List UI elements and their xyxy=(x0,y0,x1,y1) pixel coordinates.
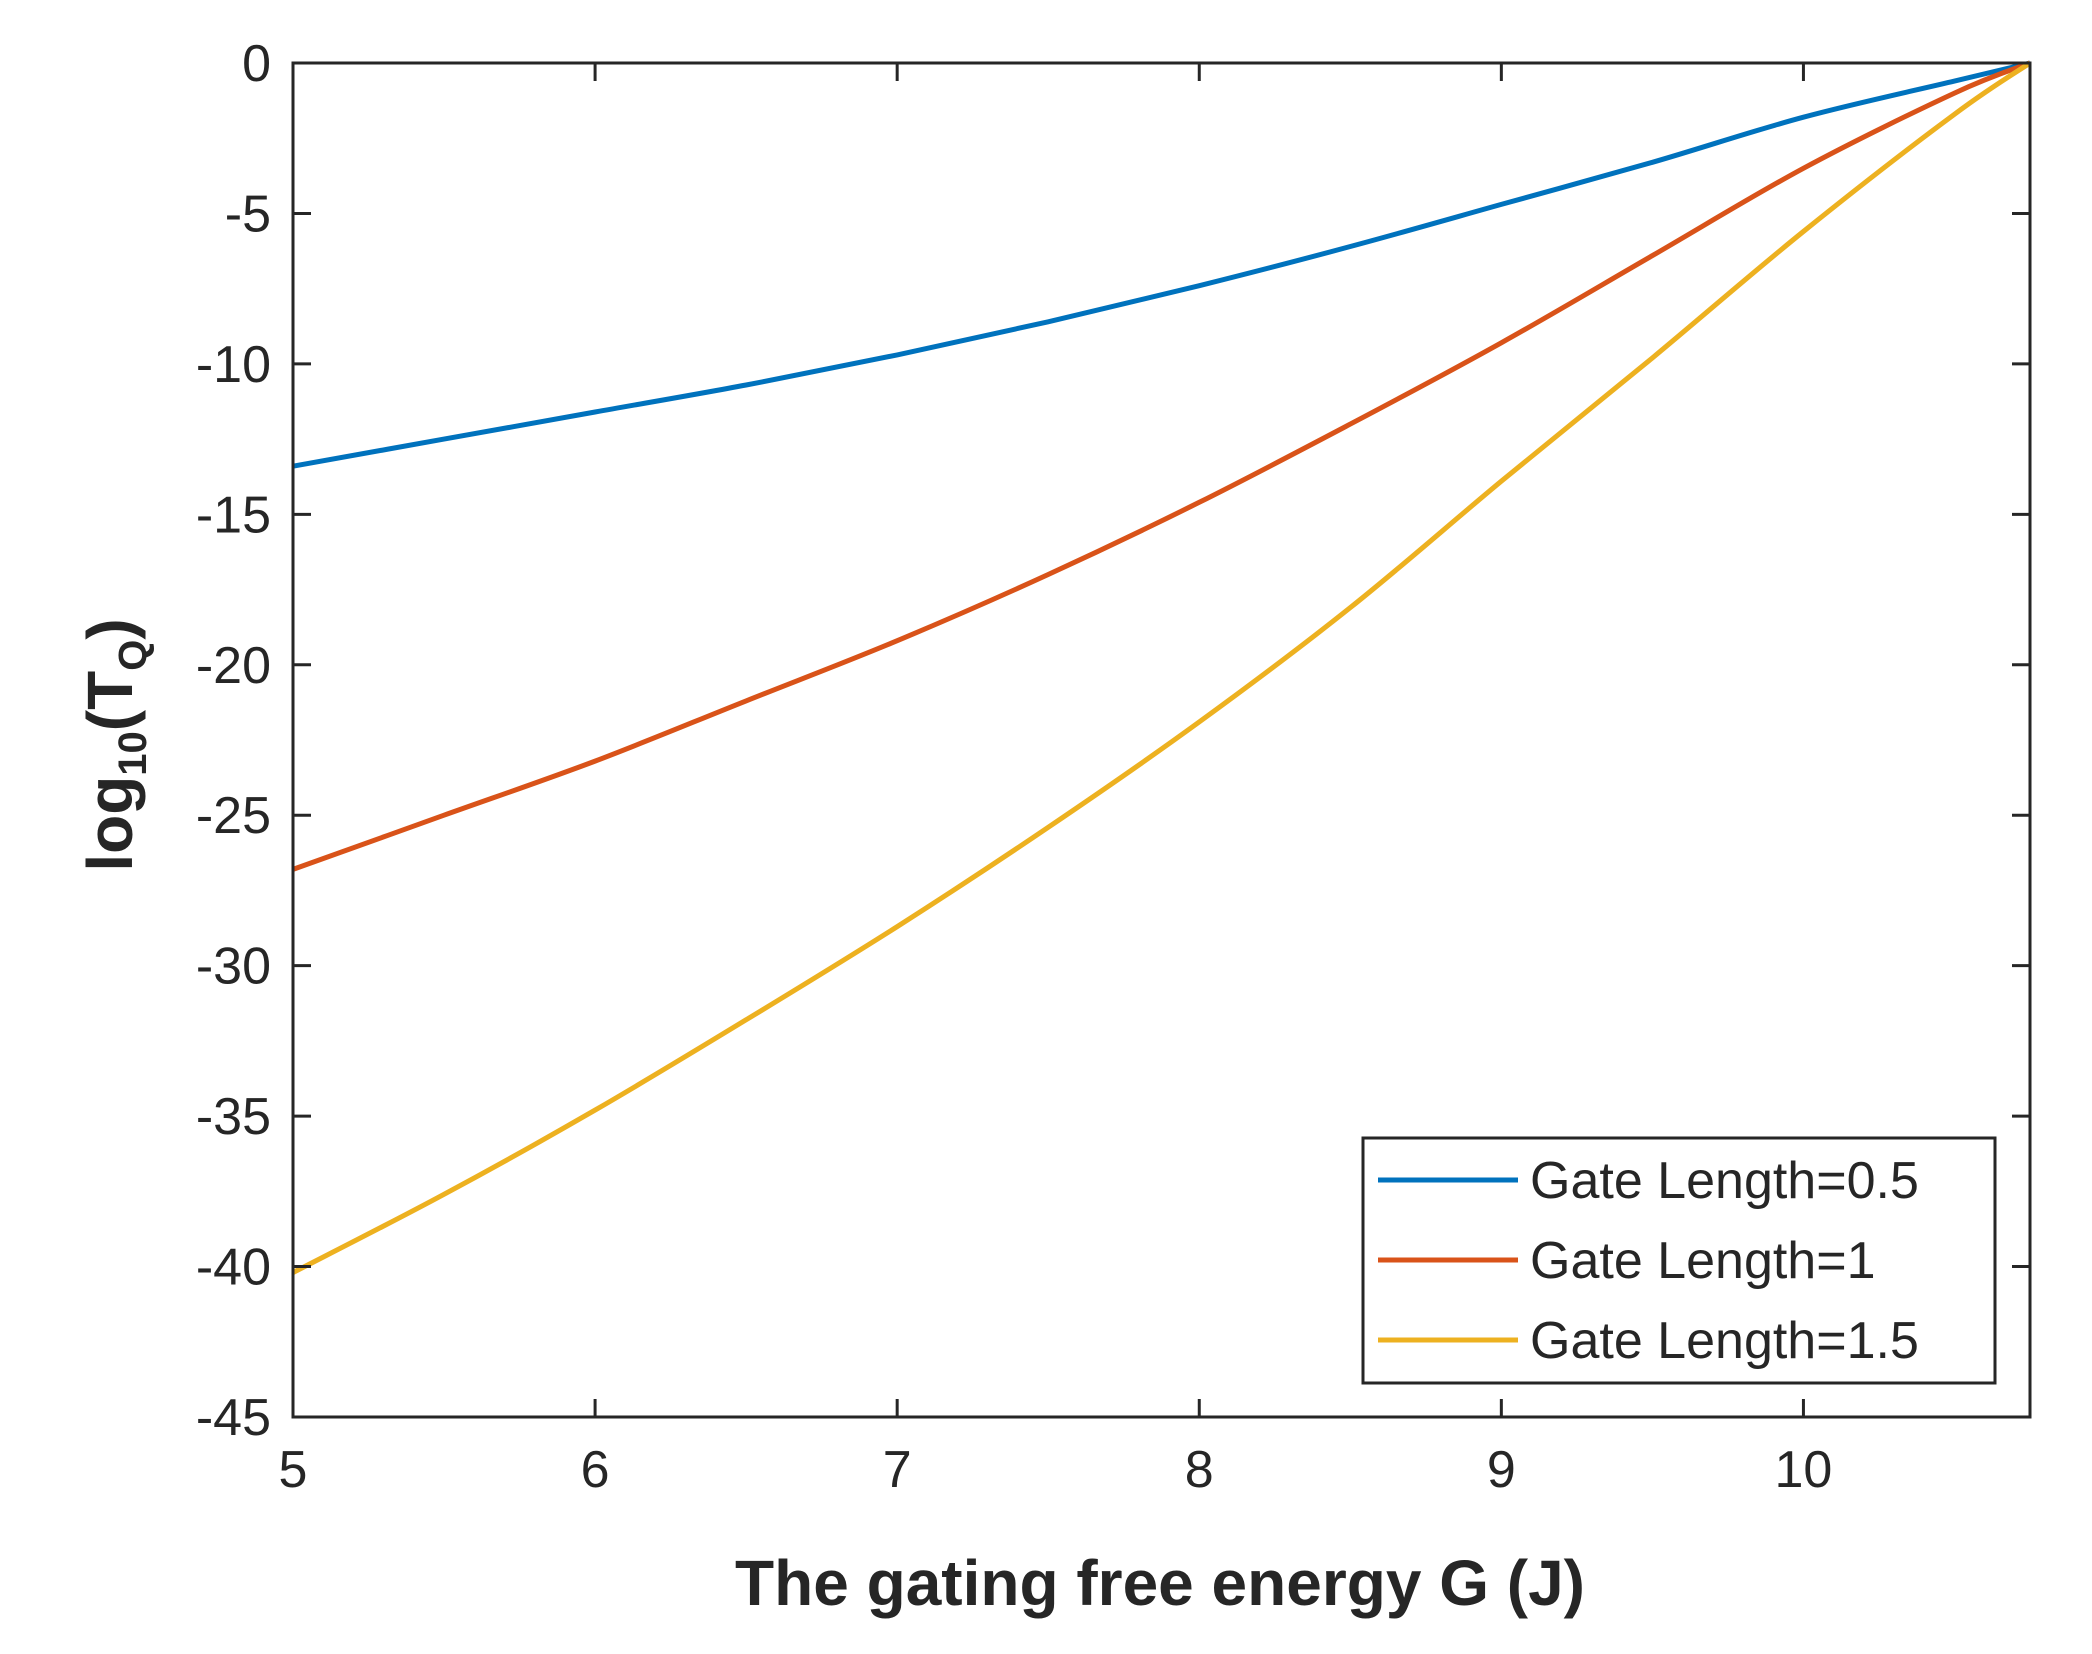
y-tick-label: -35 xyxy=(196,1088,271,1146)
y-tick-label: -15 xyxy=(196,486,271,544)
x-tick-label: 5 xyxy=(279,1441,308,1499)
series-line-3 xyxy=(291,60,2032,1275)
x-tick-label: 10 xyxy=(1775,1441,1833,1499)
x-tick-label: 6 xyxy=(581,1441,610,1499)
series-layer xyxy=(291,60,2032,1275)
y-tick-label: -40 xyxy=(196,1239,271,1297)
y-tick-label: -30 xyxy=(196,938,271,996)
x-tick-label: 9 xyxy=(1487,1441,1516,1499)
y-axis-title-mid: (T xyxy=(74,671,146,731)
legend-label-3: Gate Length=1.5 xyxy=(1530,1312,1919,1370)
plot-frame xyxy=(291,61,2032,1419)
y-axis-title-prefix: log xyxy=(74,776,146,872)
y-axis-title-suffix: ) xyxy=(74,618,146,639)
y-axis-title: log10(TQ) xyxy=(74,618,155,871)
legend: Gate Length=0.5 Gate Length=1 Gate Length=… xyxy=(1361,1136,1997,1385)
y-axis-title-subscript-q: Q xyxy=(111,640,155,671)
y-tick-label: -20 xyxy=(196,637,271,695)
x-tick-label: 8 xyxy=(1185,1441,1214,1499)
x-tick-label: 7 xyxy=(883,1441,912,1499)
y-tick-label: -25 xyxy=(196,787,271,845)
y-axis-title-subscript: 10 xyxy=(111,731,155,776)
series-line-2 xyxy=(292,60,2031,872)
y-tick-labels: 0 -5 -10 -15 -20 -25 -30 -35 -40 -45 xyxy=(196,35,271,1447)
legend-label-2: Gate Length=1 xyxy=(1530,1232,1876,1290)
series-line-1 xyxy=(292,60,2031,469)
y-tick-label: -10 xyxy=(196,336,271,394)
legend-label-1: Gate Length=0.5 xyxy=(1530,1152,1919,1210)
y-tick-label: -45 xyxy=(196,1389,271,1447)
y-tick-label: 0 xyxy=(242,35,271,93)
x-tick-labels: 5 6 7 8 9 10 xyxy=(279,1441,1833,1499)
y-tick-label: -5 xyxy=(225,185,271,243)
x-axis-title: The gating free energy G (J) xyxy=(735,1547,1585,1619)
